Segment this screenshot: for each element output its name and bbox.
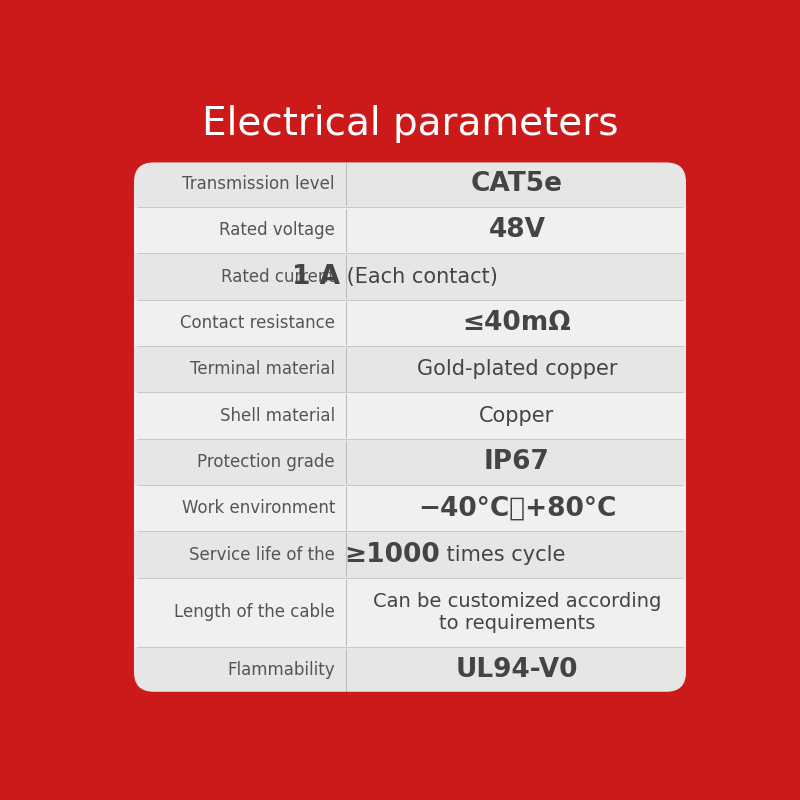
Text: IP67: IP67 [484, 449, 550, 475]
Polygon shape [132, 392, 688, 438]
Text: Can be customized according
to requirements: Can be customized according to requireme… [373, 592, 661, 633]
Text: Contact resistance: Contact resistance [180, 314, 335, 332]
Text: Rated current: Rated current [221, 267, 335, 286]
Text: (Each contact): (Each contact) [340, 266, 498, 286]
Text: Terminal material: Terminal material [190, 360, 335, 378]
Text: Transmission level: Transmission level [182, 175, 335, 193]
FancyBboxPatch shape [132, 161, 688, 694]
Polygon shape [132, 485, 688, 531]
Text: UL94-V0: UL94-V0 [456, 658, 578, 683]
Polygon shape [132, 207, 688, 254]
Text: Work environment: Work environment [182, 499, 335, 517]
Text: Rated voltage: Rated voltage [219, 221, 335, 239]
Text: CAT5e: CAT5e [471, 171, 563, 197]
Text: 48V: 48V [489, 217, 546, 243]
Polygon shape [132, 300, 688, 346]
Text: Electrical parameters: Electrical parameters [202, 105, 618, 142]
Text: Service life of the: Service life of the [189, 546, 335, 563]
Text: times cycle: times cycle [440, 545, 565, 565]
Text: Length of the cable: Length of the cable [174, 603, 335, 622]
Text: Shell material: Shell material [220, 406, 335, 425]
Text: ≤40mΩ: ≤40mΩ [462, 310, 571, 336]
Text: −40°C～+80°C: −40°C～+80°C [418, 495, 616, 521]
Text: Copper: Copper [479, 406, 554, 426]
Polygon shape [132, 578, 688, 647]
Text: Gold-plated copper: Gold-plated copper [417, 359, 617, 379]
Text: ≥1000: ≥1000 [344, 542, 440, 567]
Text: 1 A: 1 A [292, 263, 340, 290]
Text: Protection grade: Protection grade [198, 453, 335, 471]
Text: Flammability: Flammability [227, 662, 335, 679]
